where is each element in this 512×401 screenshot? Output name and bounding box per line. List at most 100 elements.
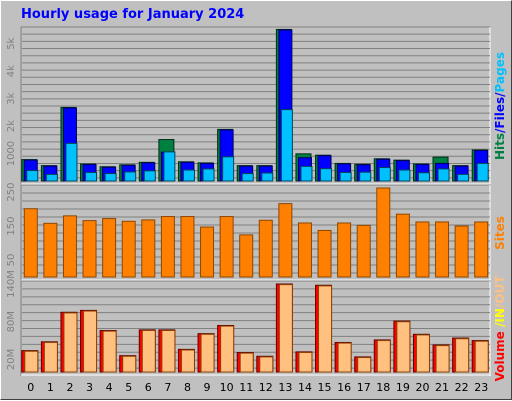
y-tick-label: 80M <box>6 311 17 332</box>
x-tick-label: 19 <box>396 381 410 394</box>
bar-volume-out <box>180 349 195 373</box>
side-label-part: / <box>493 322 507 327</box>
bar-sites <box>337 222 352 278</box>
bar-pages <box>417 172 430 182</box>
y-tick-label: 4k <box>6 65 17 77</box>
series-side-label: Hits/Files/Pages <box>493 52 507 160</box>
bar-pages <box>378 167 391 182</box>
x-tick-label: 3 <box>86 381 93 394</box>
x-tick-label: 11 <box>239 381 253 394</box>
side-label-part: Pages <box>493 52 507 92</box>
bar-sites <box>62 215 77 278</box>
side-label-part: Sites <box>493 216 507 250</box>
x-tick-label: 12 <box>259 381 273 394</box>
bar-volume-out <box>435 345 450 373</box>
bar-volume-out <box>396 321 411 373</box>
sites-panel: 50 150 250 Sites <box>6 183 507 281</box>
y-tick-label: 5k <box>6 37 17 49</box>
bar-pages <box>398 169 411 182</box>
bar-pages <box>241 173 254 182</box>
chart-title: Hourly usage for January 2024 <box>21 7 245 22</box>
bar-pages <box>124 171 137 182</box>
x-tick-label: 5 <box>125 381 132 394</box>
bar-pages <box>280 109 293 182</box>
y-tick-label: 250 <box>6 183 17 202</box>
bar-volume-out <box>239 352 254 373</box>
x-tick-label: 4 <box>106 381 113 394</box>
y-tick-label: 1000 <box>6 141 17 166</box>
bar-volume-out <box>141 330 156 373</box>
bar-pages <box>65 142 78 182</box>
bar-volume-out <box>259 356 274 373</box>
bar-sites <box>43 222 58 278</box>
y-tick-label: 50 <box>6 254 17 267</box>
side-label-part: OUT <box>493 275 507 304</box>
bar-volume-out <box>102 330 117 373</box>
bar-sites <box>141 219 156 278</box>
bar-pages <box>85 171 98 182</box>
bar-sites <box>454 225 469 278</box>
bar-volume-out <box>455 338 470 373</box>
side-label-part: Volume <box>493 331 507 381</box>
bar-pages <box>163 151 176 182</box>
y-tick-label: 140M <box>6 270 17 298</box>
bar-volume-out <box>474 340 489 373</box>
bar-sites <box>23 208 38 278</box>
bar-pages <box>261 172 274 182</box>
x-tick-label: 21 <box>435 381 449 394</box>
bar-pages <box>26 170 39 182</box>
y-tick-label: 20M <box>6 349 17 370</box>
bar-volume-out <box>83 310 98 373</box>
bar-sites <box>121 220 136 278</box>
bar-volume-out <box>161 330 176 373</box>
x-tick-label: 18 <box>376 381 390 394</box>
bar-sites <box>200 226 215 278</box>
bar-pages <box>222 156 235 182</box>
bar-sites <box>297 222 312 278</box>
bar-pages <box>300 165 313 182</box>
x-tick-label: 16 <box>337 381 351 394</box>
bar-sites <box>102 218 117 278</box>
bar-pages <box>359 171 372 182</box>
x-tick-label: 2 <box>66 381 73 394</box>
bar-volume-out <box>43 341 58 373</box>
bar-volume-out <box>63 312 78 373</box>
bar-sites <box>317 229 332 278</box>
bar-sites <box>160 216 175 278</box>
x-tick-label: 6 <box>145 381 152 394</box>
bar-volume-out <box>122 355 137 373</box>
y-tick-label: 3k <box>6 92 17 104</box>
side-label-part: / <box>493 303 507 308</box>
series-side-label: Sites <box>493 216 507 250</box>
x-tick-label: 1 <box>47 381 54 394</box>
bar-sites <box>82 220 97 278</box>
bar-volume-out <box>318 285 333 373</box>
x-tick-label: 8 <box>184 381 191 394</box>
bar-sites <box>219 216 234 278</box>
x-tick-label: 22 <box>455 381 469 394</box>
bar-volume-out <box>220 325 235 373</box>
x-tick-label: 14 <box>298 381 312 394</box>
bar-volume-out <box>415 334 430 373</box>
x-tick-label: 0 <box>27 381 34 394</box>
x-tick-label: 17 <box>357 381 371 394</box>
bar-sites <box>239 234 254 278</box>
bar-sites <box>258 219 273 278</box>
bar-sites <box>435 221 450 278</box>
bar-pages <box>476 162 489 182</box>
bar-volume-out <box>376 340 391 373</box>
bar-volume-out <box>337 342 352 373</box>
x-tick-label: 20 <box>415 381 429 394</box>
bar-pages <box>45 173 58 182</box>
x-tick-label: 10 <box>220 381 234 394</box>
x-tick-label: 15 <box>318 381 332 394</box>
bar-sites <box>395 213 410 278</box>
side-label-part: IN <box>493 308 507 323</box>
side-label-part: Hits <box>493 133 507 160</box>
bar-sites <box>415 221 430 278</box>
side-label-part: / <box>493 92 507 97</box>
bar-volume-out <box>357 357 372 373</box>
